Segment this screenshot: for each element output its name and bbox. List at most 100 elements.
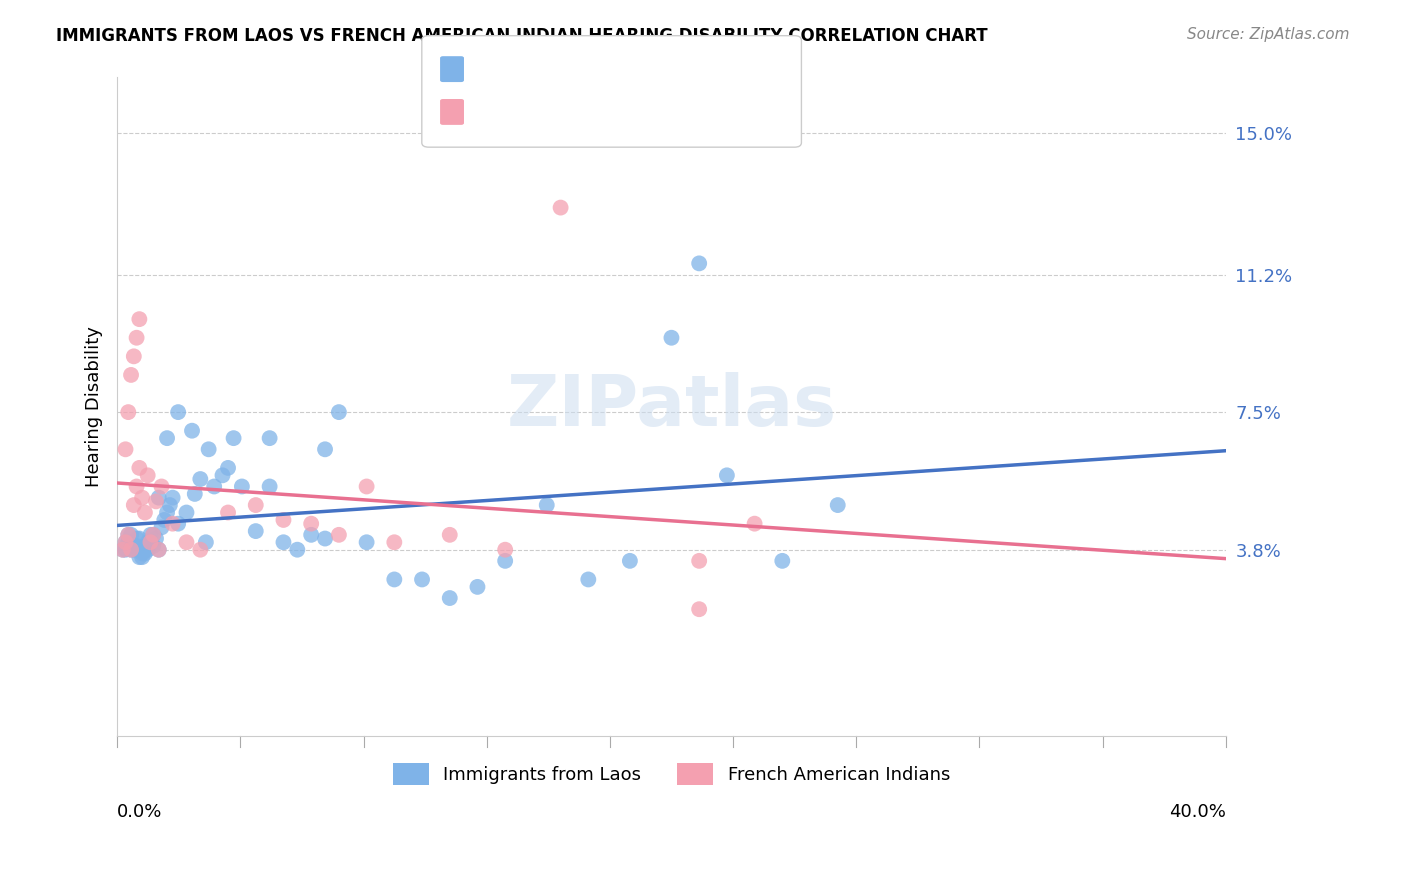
Point [128, 461, 150, 475]
Point [145, 532, 167, 546]
Point [120, 528, 142, 542]
Point [131, 546, 153, 560]
Point [139, 535, 162, 549]
Text: 0.0%: 0.0% [117, 803, 163, 821]
Point [117, 528, 139, 542]
Point [122, 542, 145, 557]
Point [120, 542, 142, 557]
Point [120, 368, 142, 382]
Point [245, 524, 267, 538]
Point [150, 520, 173, 534]
Point [131, 491, 153, 505]
Point [145, 494, 167, 508]
Text: Source: ZipAtlas.com: Source: ZipAtlas.com [1187, 27, 1350, 42]
Point [162, 516, 184, 531]
Point [356, 479, 378, 493]
Text: R = -0.095   N = 37: R = -0.095 N = 37 [471, 101, 648, 119]
Point [197, 442, 219, 457]
Point [150, 479, 173, 493]
Point [142, 539, 165, 553]
Point [194, 535, 217, 549]
Point [245, 498, 267, 512]
Point [411, 573, 433, 587]
Point [259, 431, 281, 445]
Point [202, 479, 225, 493]
Point [619, 554, 641, 568]
Point [222, 431, 245, 445]
Text: R =  0.338   N = 68: R = 0.338 N = 68 [471, 58, 647, 76]
Point [382, 535, 405, 549]
Point [114, 535, 136, 549]
Point [328, 405, 350, 419]
Point [128, 312, 150, 326]
Point [176, 535, 198, 549]
Point [148, 542, 170, 557]
Point [576, 573, 599, 587]
Point [494, 542, 516, 557]
Point [117, 535, 139, 549]
Point [117, 405, 139, 419]
Point [188, 542, 211, 557]
Point [156, 431, 179, 445]
Text: ZIPatlas: ZIPatlas [506, 372, 837, 441]
Point [467, 580, 489, 594]
Point [131, 550, 153, 565]
Point [153, 513, 176, 527]
Point [299, 528, 322, 542]
Point [181, 424, 204, 438]
Point [231, 479, 253, 493]
Point [136, 542, 159, 557]
Point [217, 506, 239, 520]
Point [536, 498, 558, 512]
Point [117, 528, 139, 542]
Point [167, 405, 190, 419]
Point [159, 498, 181, 512]
Point [439, 528, 461, 542]
Point [125, 532, 148, 546]
Point [156, 506, 179, 520]
Point [744, 516, 766, 531]
Point [125, 539, 148, 553]
Y-axis label: Hearing Disability: Hearing Disability [86, 326, 103, 487]
Point [314, 532, 336, 546]
Point [142, 528, 165, 542]
Point [134, 506, 156, 520]
Point [273, 535, 295, 549]
Point [134, 546, 156, 560]
Point [134, 542, 156, 557]
Point [114, 442, 136, 457]
Point [188, 472, 211, 486]
Point [128, 532, 150, 546]
Point [259, 479, 281, 493]
Point [273, 513, 295, 527]
Point [162, 491, 184, 505]
Point [167, 516, 190, 531]
Point [148, 542, 170, 557]
Point [136, 535, 159, 549]
Point [688, 602, 710, 616]
Text: 40.0%: 40.0% [1168, 803, 1226, 821]
Point [120, 542, 142, 557]
Point [139, 535, 162, 549]
Point [128, 550, 150, 565]
Text: IMMIGRANTS FROM LAOS VS FRENCH AMERICAN INDIAN HEARING DISABILITY CORRELATION CH: IMMIGRANTS FROM LAOS VS FRENCH AMERICAN … [56, 27, 988, 45]
Point [661, 331, 683, 345]
Point [285, 542, 308, 557]
Point [148, 491, 170, 505]
Point [356, 535, 378, 549]
Point [211, 468, 233, 483]
Point [122, 349, 145, 363]
Point [688, 554, 710, 568]
Point [770, 554, 793, 568]
Point [111, 542, 134, 557]
Point [314, 442, 336, 457]
Point [111, 542, 134, 557]
Point [494, 554, 516, 568]
Point [439, 591, 461, 605]
Point [114, 535, 136, 549]
Point [136, 468, 159, 483]
Point [716, 468, 738, 483]
Point [550, 201, 572, 215]
Point [217, 461, 239, 475]
Point [382, 573, 405, 587]
